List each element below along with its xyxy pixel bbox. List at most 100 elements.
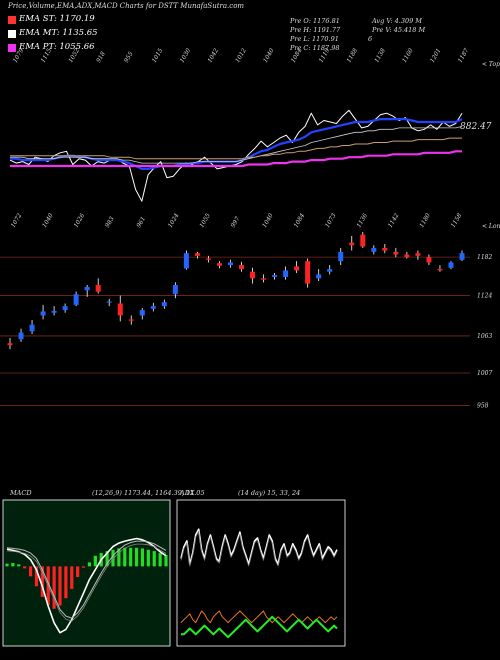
ema-series-line bbox=[10, 126, 463, 164]
price-x-label: 1136 bbox=[355, 212, 369, 229]
candle-body bbox=[139, 310, 145, 316]
price-x-label: 1072 bbox=[10, 212, 24, 229]
price-panel-right-label: < Lonzo bbox=[482, 223, 500, 230]
candle-body bbox=[371, 247, 377, 252]
pre-volume: Pre V: 45.418 M bbox=[372, 26, 426, 34]
macd-histogram-bar bbox=[81, 566, 86, 568]
price-x-label: 1180 bbox=[418, 212, 432, 229]
candle-body bbox=[128, 319, 134, 321]
adx-di-plus-shadow-line bbox=[180, 530, 338, 567]
candle-body bbox=[294, 266, 300, 271]
pre-low: Pre L: 1170.91 bbox=[290, 35, 339, 43]
top-x-label: 918 bbox=[95, 50, 107, 64]
price-y-tick: 1063 bbox=[477, 333, 492, 340]
ema-series-line bbox=[10, 137, 462, 160]
adx-strength-line bbox=[181, 615, 338, 639]
chart-title: Price,Volume,EMA,ADX,MACD Charts for DST… bbox=[8, 2, 245, 10]
candle-body bbox=[194, 253, 200, 256]
candle-body bbox=[172, 284, 178, 295]
top-x-label: 1079 bbox=[12, 47, 26, 64]
adx-di-minus-line bbox=[180, 610, 338, 624]
legend-ema-st: EMA ST: 1170.19 bbox=[19, 14, 95, 24]
macd-histogram-bar bbox=[40, 566, 44, 597]
pre-close: Pre C: 1187.98 bbox=[290, 44, 340, 52]
top-x-label: 1160 bbox=[401, 47, 415, 64]
macd-values: (12,26,9) 1173.44, 1164.39, 11.05 bbox=[92, 489, 205, 497]
top-x-label: 1115 bbox=[39, 47, 53, 64]
price-x-label: 997 bbox=[230, 215, 242, 229]
candle-body bbox=[305, 261, 311, 284]
top-panel-right-value: 882.47 bbox=[460, 122, 492, 132]
candle-body bbox=[161, 302, 167, 307]
macd-histogram-bar bbox=[123, 547, 127, 567]
ema-series-line bbox=[10, 150, 462, 168]
candle-body bbox=[382, 247, 388, 251]
legend-swatch-pt bbox=[8, 44, 16, 52]
candle-body bbox=[84, 286, 90, 291]
candle-body bbox=[183, 253, 189, 269]
candle-body bbox=[7, 343, 13, 346]
macd-histogram-bar bbox=[105, 551, 109, 567]
macd-histogram-bar bbox=[34, 566, 39, 587]
price-y-tick: 1182 bbox=[477, 254, 492, 261]
candle-body bbox=[316, 274, 322, 279]
top-x-label: 1201 bbox=[429, 47, 443, 64]
top-x-label: 1052 bbox=[67, 47, 81, 64]
candle-body bbox=[51, 310, 57, 313]
adx-di-plus-line bbox=[180, 528, 338, 566]
candle-body bbox=[448, 262, 454, 268]
price-x-label: 983 bbox=[104, 215, 116, 229]
macd-histogram-bar bbox=[117, 548, 121, 567]
macd-histogram-bar bbox=[134, 547, 139, 567]
candle-body bbox=[437, 269, 443, 271]
macd-histogram-bar bbox=[93, 555, 97, 567]
candle-body bbox=[150, 306, 156, 309]
macd-histogram-bar bbox=[140, 548, 145, 567]
candle-body bbox=[393, 251, 399, 255]
macd-histogram-bar bbox=[28, 566, 33, 577]
price-y-tick: 1007 bbox=[477, 370, 492, 377]
candle-body bbox=[106, 301, 112, 303]
candle-body bbox=[205, 258, 211, 260]
price-x-label: 961 bbox=[135, 216, 147, 229]
legend-ema-pt: EMA PT: 1055.66 bbox=[19, 42, 95, 52]
macd-histogram-bar bbox=[152, 551, 156, 567]
macd-panel-frame bbox=[2, 499, 171, 647]
macd-histogram-bar bbox=[164, 555, 168, 567]
avg-volume: Avg V: 4.309 M bbox=[372, 17, 422, 25]
macd-histogram-bar bbox=[70, 566, 74, 589]
ohlc-flag: 6 bbox=[368, 35, 373, 43]
macd-histogram-bar bbox=[52, 566, 56, 609]
candle-body bbox=[459, 253, 465, 260]
ema-series-line bbox=[9, 109, 463, 202]
top-x-label: 1138 bbox=[373, 47, 387, 64]
top-x-label: 1119 bbox=[318, 47, 332, 64]
macd-histogram-bar bbox=[111, 549, 115, 567]
price-y-tick: 1124 bbox=[477, 293, 492, 300]
pre-high: Pre H: 1191.77 bbox=[290, 26, 341, 34]
macd-histogram-bar bbox=[158, 553, 162, 567]
macd-line bbox=[6, 537, 167, 634]
macd-histogram-bar bbox=[23, 566, 27, 569]
macd-histogram-bar bbox=[64, 566, 68, 599]
price-x-label: 1073 bbox=[324, 212, 338, 229]
top-x-label: 1187 bbox=[457, 47, 471, 64]
legend-swatch-mt bbox=[8, 30, 16, 38]
top-x-label: 1015 bbox=[151, 47, 165, 64]
candle-body bbox=[349, 242, 355, 246]
price-x-label: 1055 bbox=[198, 212, 212, 229]
top-x-label: 1012 bbox=[234, 47, 248, 64]
top-x-label: 1030 bbox=[179, 47, 193, 64]
candle-body bbox=[117, 303, 123, 316]
price-x-label: 1040 bbox=[41, 212, 55, 229]
candle-body bbox=[338, 251, 344, 262]
candle-body bbox=[404, 254, 410, 258]
macd-histogram-bar bbox=[58, 566, 62, 606]
candle-body bbox=[95, 284, 101, 292]
candle-body bbox=[360, 234, 366, 247]
candle-body bbox=[239, 265, 245, 270]
price-x-label: 1024 bbox=[167, 212, 181, 229]
price-x-label: 1158 bbox=[450, 212, 464, 229]
